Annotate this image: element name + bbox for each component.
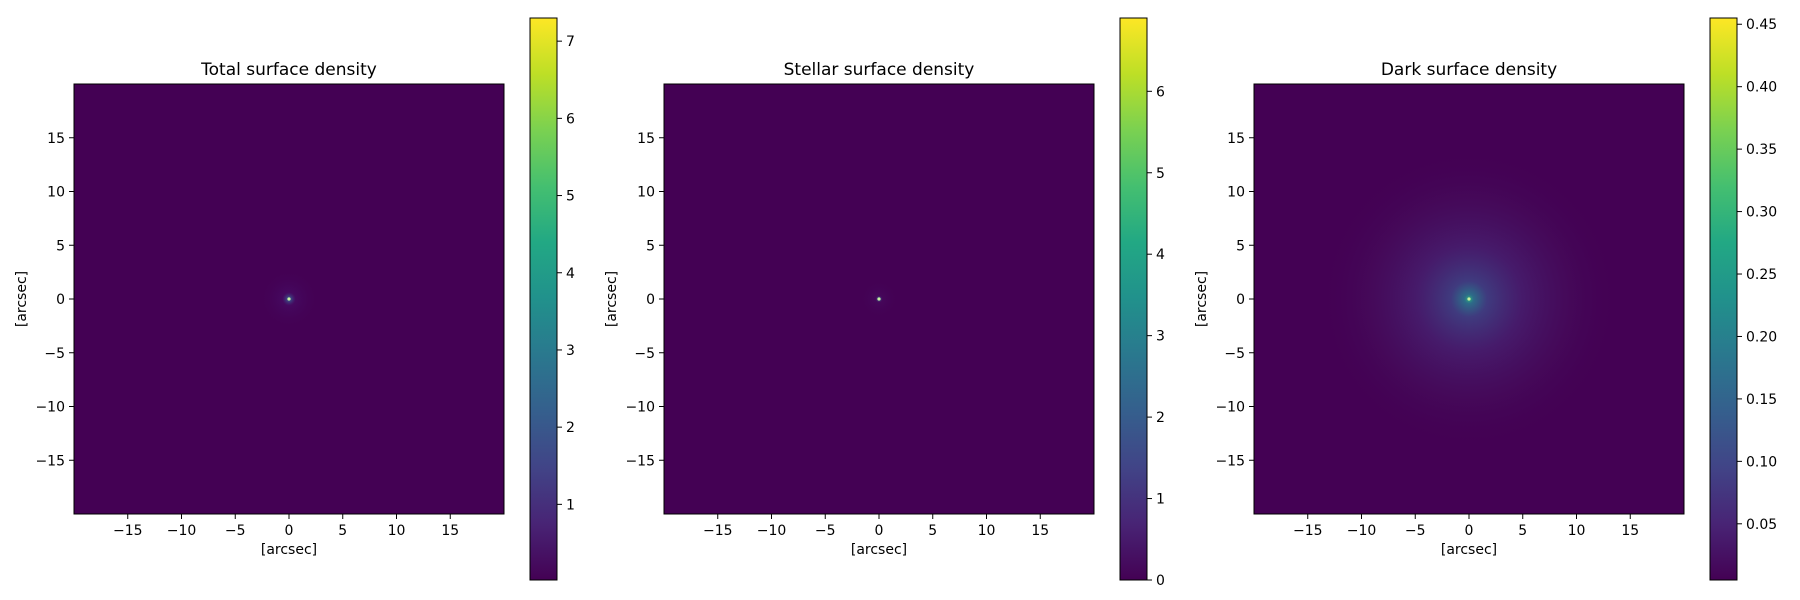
x-tick-label: 5 xyxy=(338,523,347,539)
colorbar-tick-label: 4 xyxy=(566,266,575,282)
colorbar-frame xyxy=(1119,17,1148,581)
panel-1: Total surface density−15 −10 −5 0 5 10 1515105… xyxy=(14,17,575,581)
x-tick-label: −5 xyxy=(1405,523,1426,539)
x-tick-label: 10 xyxy=(1568,523,1586,539)
panel-2: Stellar surface density−15 −10 −5 0 5 10 15151… xyxy=(604,17,1165,589)
colorbar-tick-label: 6 xyxy=(1156,84,1165,100)
colorbar-tick-label: 0 xyxy=(1156,573,1165,589)
x-tick-label: −10 xyxy=(1347,523,1377,539)
x-axis-label: [arcsec] xyxy=(851,542,907,558)
x-tick-label: −10 xyxy=(757,523,787,539)
y-tick-label: 5 xyxy=(1236,238,1245,254)
colorbar-tick-label: 3 xyxy=(566,343,575,359)
colorbar-tick-label: 0.30 xyxy=(1746,205,1777,221)
colorbar-frame xyxy=(1709,17,1738,581)
x-tick-label: 15 xyxy=(441,523,459,539)
x-tick-label: 0 xyxy=(875,523,884,539)
colorbar-tick-label: 0.20 xyxy=(1746,329,1777,345)
x-tick-label: 0 xyxy=(1465,523,1474,539)
y-tick-label: −15 xyxy=(35,453,65,469)
chart-title: Dark surface density xyxy=(1381,60,1557,80)
y-axis-label: [arcsec] xyxy=(604,271,620,327)
y-tick-label: 10 xyxy=(1227,185,1245,201)
colorbar-tick-label: 0.10 xyxy=(1746,454,1777,470)
colorbar-tick-label: 6 xyxy=(566,111,575,127)
colorbar-tick-label: 0.35 xyxy=(1746,142,1777,158)
y-tick-label: −15 xyxy=(625,453,655,469)
density-peak xyxy=(1467,297,1471,301)
x-tick-label: 5 xyxy=(1518,523,1527,539)
x-tick-label: 10 xyxy=(978,523,996,539)
y-tick-label: 0 xyxy=(1236,292,1245,308)
colorbar-tick-label: 0.40 xyxy=(1746,80,1777,96)
chart-title: Stellar surface density xyxy=(784,60,975,80)
colorbar-frame xyxy=(529,17,558,581)
density-peak xyxy=(877,297,881,301)
colorbar-tick-label: 2 xyxy=(566,420,575,436)
y-tick-label: 0 xyxy=(56,292,65,308)
y-tick-label: −5 xyxy=(1224,346,1245,362)
colorbar-tick-label: 4 xyxy=(1156,247,1165,263)
colorbar xyxy=(1120,18,1147,580)
x-tick-label: 5 xyxy=(928,523,937,539)
colorbar xyxy=(530,18,557,580)
y-tick-label: 5 xyxy=(56,238,65,254)
colorbar-tick-label: 3 xyxy=(1156,329,1165,345)
x-tick-label: 10 xyxy=(388,523,406,539)
x-tick-label: −10 xyxy=(167,523,197,539)
y-tick-label: −5 xyxy=(44,346,65,362)
y-tick-label: −10 xyxy=(625,400,655,416)
y-tick-label: −5 xyxy=(634,346,655,362)
colorbar-tick-label: 1 xyxy=(1156,492,1165,508)
colorbar-tick-label: 7 xyxy=(566,34,575,50)
y-tick-label: −10 xyxy=(35,400,65,416)
y-tick-label: 5 xyxy=(646,238,655,254)
panel-3: Dark surface density −15 −10 −5 0 5 10 15 15 10 5 0… xyxy=(1194,17,1777,581)
x-tick-label: 15 xyxy=(1621,523,1639,539)
y-tick-label: 10 xyxy=(47,185,65,201)
y-tick-label: −10 xyxy=(1215,400,1245,416)
colorbar-tick-label: 5 xyxy=(1156,166,1165,182)
colorbar-tick-label: 0.25 xyxy=(1746,267,1777,283)
y-tick-label: 0 xyxy=(646,292,655,308)
y-tick-label: 10 xyxy=(637,185,655,201)
y-tick-label: 15 xyxy=(1227,131,1245,147)
x-tick-label: 15 xyxy=(1031,523,1049,539)
x-tick-label: −15 xyxy=(1293,523,1323,539)
y-tick-label: 15 xyxy=(637,131,655,147)
y-tick-label: −15 xyxy=(1215,453,1245,469)
x-axis-label: [arcsec] xyxy=(261,542,317,558)
x-tick-label: 0 xyxy=(285,523,294,539)
x-tick-label: −15 xyxy=(703,523,733,539)
x-tick-label: −5 xyxy=(225,523,246,539)
density-peak xyxy=(287,297,291,301)
y-axis-label: [arcsec] xyxy=(14,271,30,327)
colorbar-tick-label: 0.15 xyxy=(1746,392,1777,408)
x-tick-label: −5 xyxy=(815,523,836,539)
x-axis-label: [arcsec] xyxy=(1441,542,1497,558)
colorbar-tick-label: 0.05 xyxy=(1746,517,1777,533)
colorbar-tick-label: 0.45 xyxy=(1746,17,1777,33)
colorbar-tick-label: 1 xyxy=(566,497,575,513)
x-tick-label: −15 xyxy=(113,523,143,539)
colorbar xyxy=(1710,18,1737,580)
colorbar-tick-label: 5 xyxy=(566,189,575,205)
y-axis-label: [arcsec] xyxy=(1194,271,1210,327)
colorbar-tick-label: 2 xyxy=(1156,410,1165,426)
y-tick-label: 15 xyxy=(47,131,65,147)
chart-title: Total surface density xyxy=(200,60,377,80)
